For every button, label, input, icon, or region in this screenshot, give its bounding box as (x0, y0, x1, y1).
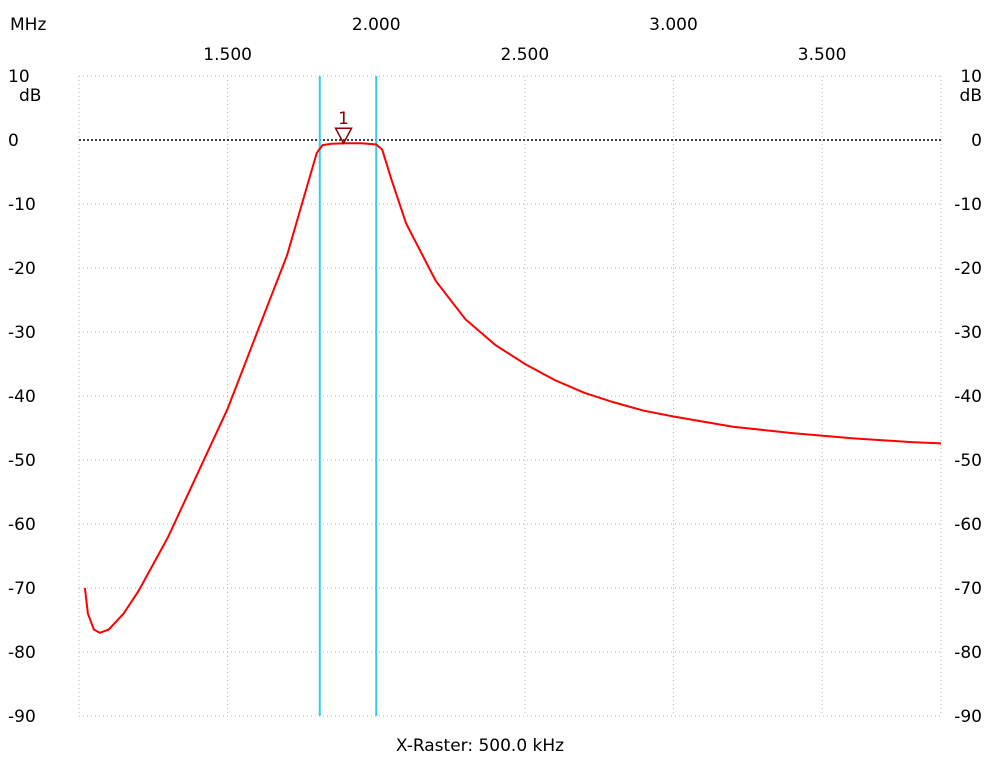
y-tick-label-right: 10 (960, 67, 982, 87)
x-tick-label-top: 3.000 (649, 15, 698, 35)
y-tick-label-right: -10 (954, 195, 982, 215)
y-tick-label-left: -90 (8, 707, 36, 727)
x-raster-label: X-Raster: 500.0 kHz (396, 736, 564, 756)
y-tick-label-right: -90 (954, 707, 982, 727)
grid (79, 76, 941, 716)
y-tick-label-left: -30 (8, 323, 36, 343)
y-unit-label-left: dB (19, 86, 41, 106)
x-unit-label: MHz (10, 15, 46, 35)
y-tick-label-right: -60 (954, 515, 982, 535)
x-tick-label-bottom: 1.500 (203, 45, 252, 65)
x-tick-label-top: 2.000 (352, 15, 401, 35)
y-tick-label-left: 0 (8, 131, 19, 151)
y-tick-label-left: -80 (8, 643, 36, 663)
y-unit-label-right: dB (960, 86, 982, 106)
y-tick-label-left: -20 (8, 259, 36, 279)
trace-line (85, 143, 941, 633)
x-tick-label-bottom: 3.500 (798, 45, 847, 65)
y-tick-label-right: -50 (954, 451, 982, 471)
marker-triangle (336, 128, 352, 143)
y-tick-label-right: -30 (954, 323, 982, 343)
y-tick-label-right: -40 (954, 387, 982, 407)
y-tick-label-right: -80 (954, 643, 982, 663)
y-tick-label-left: 10 (8, 67, 30, 87)
y-tick-label-left: -50 (8, 451, 36, 471)
y-tick-label-left: -10 (8, 195, 36, 215)
y-tick-label-left: -70 (8, 579, 36, 599)
y-tick-label-right: -70 (954, 579, 982, 599)
x-tick-label-bottom: 2.500 (501, 45, 550, 65)
axis-labels: MHz 2.000 3.000 1.500 2.500 3.500 10 10 0 0 -10 -10… (8, 15, 982, 727)
y-tick-label-right: -20 (954, 259, 982, 279)
y-tick-label-left: -60 (8, 515, 36, 535)
y-tick-label-left: -40 (8, 387, 36, 407)
marker-1: 1 (336, 109, 352, 143)
marker-label: 1 (338, 109, 349, 129)
y-tick-label-right: 0 (971, 131, 982, 151)
